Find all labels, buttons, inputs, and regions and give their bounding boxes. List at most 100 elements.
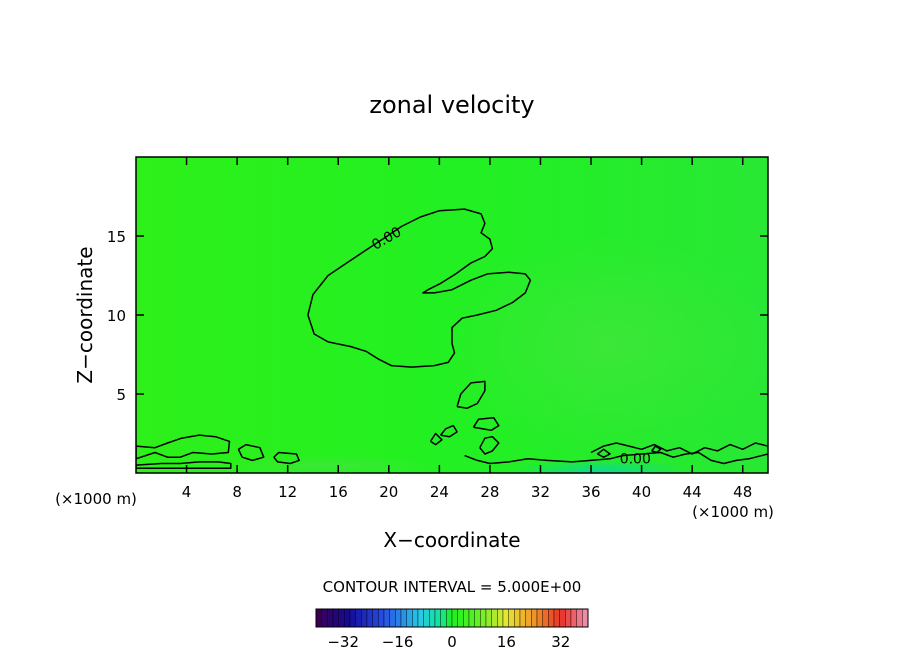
colorbar-cell [327, 608, 334, 628]
colorbar-cell [463, 608, 470, 628]
colorbar-cell [514, 608, 521, 628]
x-tick-label: 48 [733, 483, 752, 501]
y-axis-label: Z−coordinate [73, 246, 97, 383]
x-unit-right: (×1000 m) [692, 503, 774, 521]
x-tick-label: 20 [379, 483, 398, 501]
colorbar-tick-label: 32 [551, 633, 570, 651]
contour-line [273, 451, 300, 465]
colorbar-cell [508, 608, 515, 628]
colorbar-cell [417, 608, 424, 628]
colorbar-cell [451, 608, 458, 628]
x-tick-label: 32 [531, 483, 550, 501]
colorbar-cell [485, 608, 492, 628]
x-unit-left: (×1000 m) [55, 490, 137, 508]
colorbar-tick-label: 16 [497, 633, 516, 651]
contour-line [472, 416, 500, 432]
contour-line [596, 448, 611, 458]
colorbar-cells [315, 608, 589, 628]
colorbar-cell [519, 608, 526, 628]
colorbar-cell [372, 608, 379, 628]
colorbar-cell [332, 608, 339, 628]
x-tick-label: 40 [632, 483, 651, 501]
colorbar-cell [389, 608, 396, 628]
contour-line [651, 445, 662, 454]
contour-line [456, 380, 486, 409]
x-tick-label: 36 [581, 483, 600, 501]
colorbar-cell [502, 608, 509, 628]
colorbar-frame [315, 608, 589, 628]
colorbar-cell [576, 608, 583, 628]
colorbar-cell [570, 608, 577, 628]
colorbar-tick-label: 0 [447, 633, 457, 651]
colorbar-cell [548, 608, 555, 628]
contour-line [464, 451, 768, 465]
contour-line [237, 443, 265, 462]
colorbar-cell [553, 608, 560, 628]
contour-line [479, 435, 500, 455]
colorbar-tick-label: −32 [327, 633, 359, 651]
contour-line [440, 424, 458, 438]
zero-contours [136, 208, 768, 470]
field-shade-surface [510, 460, 690, 473]
colorbar-cell [531, 608, 538, 628]
colorbar-cell [525, 608, 532, 628]
contour-interval-text: CONTOUR INTERVAL = 5.000E+00 [323, 578, 582, 596]
colorbar-cell [355, 608, 362, 628]
colorbar-cell [434, 608, 441, 628]
x-tick-label: 24 [430, 483, 449, 501]
colorbar-cell [349, 608, 356, 628]
y-axis-ticks: 5 10 15 [107, 228, 768, 404]
colorbar-cell [344, 608, 351, 628]
chart-title: zonal velocity [369, 91, 534, 119]
colorbar-cell [559, 608, 566, 628]
colorbar-cell [446, 608, 453, 628]
x-tick-label: 28 [480, 483, 499, 501]
colorbar-cell [361, 608, 368, 628]
colorbar-cell [491, 608, 498, 628]
colorbar-ticks: −32 −16 0 16 32 [327, 633, 570, 651]
x-tick-label: 8 [232, 483, 242, 501]
colorbar-cell [497, 608, 504, 628]
colorbar-cell [542, 608, 549, 628]
x-tick-label: 44 [683, 483, 702, 501]
colorbar-cell [536, 608, 543, 628]
colorbar-cell [582, 608, 589, 628]
colorbar-cell [400, 608, 407, 628]
colorbar-cell [429, 608, 436, 628]
colorbar-cell [406, 608, 413, 628]
field-shading [220, 235, 768, 473]
colorbar-cell [565, 608, 572, 628]
colorbar-cell [440, 608, 447, 628]
colorbar-cell [321, 608, 328, 628]
contour-label: 0.00 [620, 452, 651, 468]
colorbar-cell [480, 608, 487, 628]
colorbar-tick-label: −16 [382, 633, 414, 651]
colorbar-cell [366, 608, 373, 628]
x-axis-label: X−coordinate [383, 528, 520, 552]
contour-line [590, 442, 768, 455]
field-shade-mid [440, 235, 768, 455]
colorbar-cell [412, 608, 419, 628]
x-axis-ticks: 4 8 12 16 20 24 28 32 36 40 44 48 [182, 157, 752, 501]
contour-line [136, 434, 231, 460]
colorbar-cell [383, 608, 390, 628]
y-tick-label: 15 [107, 228, 126, 246]
x-tick-label: 16 [329, 483, 348, 501]
contour-line [307, 208, 532, 368]
colorbar: −32 −16 0 16 32 [315, 608, 589, 651]
colorbar-cell [474, 608, 481, 628]
x-tick-label: 4 [182, 483, 192, 501]
colorbar-cell [315, 608, 322, 628]
contour-line [136, 461, 232, 470]
colorbar-cell [338, 608, 345, 628]
field-shade-surface-2 [220, 456, 440, 473]
colorbar-cell [423, 608, 430, 628]
y-tick-label: 5 [116, 386, 126, 404]
colorbar-cell [378, 608, 385, 628]
colorbar-cell [395, 608, 402, 628]
contour-line [429, 432, 443, 446]
y-tick-label: 10 [107, 307, 126, 325]
x-tick-label: 12 [278, 483, 297, 501]
